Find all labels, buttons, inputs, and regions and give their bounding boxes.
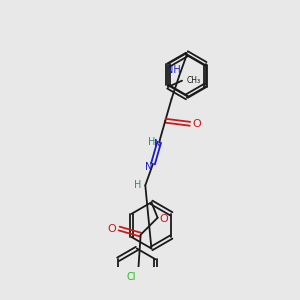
Text: O: O	[108, 224, 116, 233]
Text: O: O	[159, 214, 168, 224]
Text: Cl: Cl	[126, 272, 136, 282]
Text: N: N	[154, 139, 161, 149]
Text: H: H	[134, 180, 141, 190]
Text: N: N	[146, 162, 153, 172]
Text: NH: NH	[166, 65, 180, 75]
Text: CH₃: CH₃	[187, 76, 201, 85]
Text: O: O	[193, 119, 201, 129]
Text: H: H	[148, 137, 155, 147]
